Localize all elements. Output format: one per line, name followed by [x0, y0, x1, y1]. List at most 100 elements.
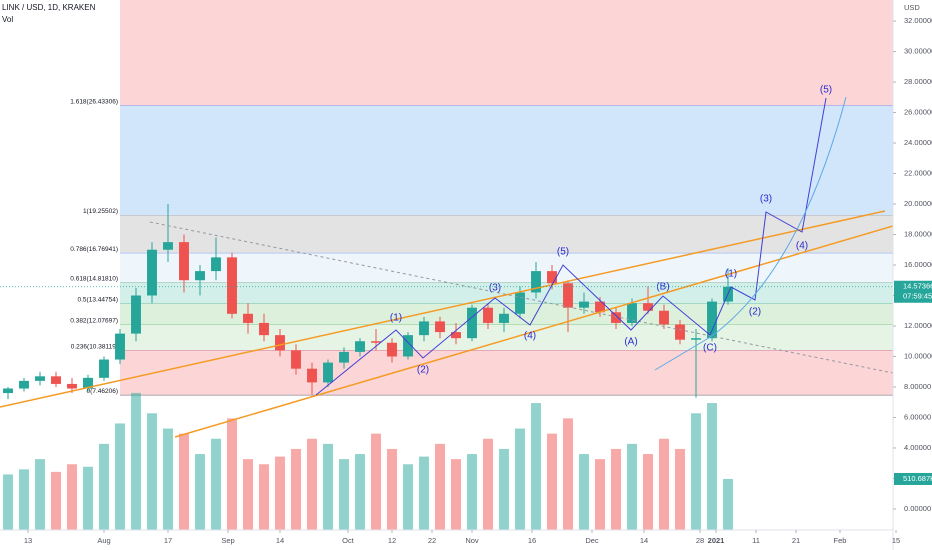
y-tick-label: 26.00000 [904, 108, 932, 117]
projection-curve [654, 96, 847, 371]
candle-body [3, 388, 13, 394]
y-tick-label: 30.00000 [904, 47, 932, 56]
candle-body [307, 368, 317, 383]
volume-bar [115, 423, 125, 530]
y-tick-label: 32.00000 [904, 16, 932, 25]
volume-bar [595, 459, 605, 530]
candle-body [707, 301, 717, 339]
volume-bar [291, 448, 301, 530]
candle-body [211, 257, 221, 272]
candle-body [419, 321, 429, 336]
volume-bar [35, 459, 45, 530]
candle-layer [3, 204, 733, 400]
candle-body [323, 362, 333, 383]
y-tick-label: 0.00000 [904, 504, 931, 513]
volume-bar [195, 454, 205, 530]
y-tick-label: 18.00000 [904, 229, 932, 238]
price-axis [893, 0, 932, 550]
candle-body [483, 307, 493, 323]
wave-label: (5) [557, 247, 569, 258]
x-tick-label: 22 [428, 536, 436, 545]
x-tick-label: 14 [640, 536, 648, 545]
x-tick-label: 2021 [708, 536, 725, 545]
candle-body [227, 257, 237, 314]
last-price: 14.57366 [903, 282, 932, 291]
volume-bar [499, 448, 509, 530]
axis-unit: USD [904, 3, 920, 12]
y-tick-label: 10.00000 [904, 351, 932, 360]
drawings [0, 96, 894, 438]
candle-body [611, 312, 621, 323]
candle-body [179, 242, 189, 281]
x-tick-label: 21 [792, 536, 800, 545]
fib-zone [120, 0, 893, 106]
candle-body [531, 271, 541, 293]
candle-body [195, 271, 205, 281]
volume-bar [611, 448, 621, 530]
candle-body [51, 376, 61, 384]
fib-label: 0.5(13.44754) [78, 297, 118, 304]
volume-bar [227, 418, 237, 530]
chart-title: LINK / USD, 1D, KRAKEN [2, 3, 96, 12]
volume-layer [3, 392, 733, 530]
candle-body [19, 380, 29, 389]
volume-title: Vol [2, 15, 13, 24]
fib-label: 0(7.46206) [87, 388, 118, 395]
wave-label: (2) [417, 365, 429, 376]
last-price-box [894, 280, 932, 303]
candle-body [467, 307, 477, 339]
volume-box [894, 472, 932, 485]
volume-bar [99, 443, 109, 530]
candle-body [131, 295, 141, 334]
x-tick-label: 13 [24, 536, 32, 545]
candle-body [163, 242, 173, 250]
candle-body [387, 342, 397, 357]
candle-body [99, 359, 109, 378]
x-tick-label: Oct [342, 536, 355, 545]
volume-bar [67, 464, 77, 530]
candle-body [579, 301, 589, 308]
x-tick-label: Feb [834, 536, 847, 545]
volume-bar [275, 456, 285, 530]
volume-bar [3, 474, 13, 530]
volume-bar [83, 466, 93, 530]
wave-label: (3) [489, 283, 501, 294]
fib-zone [120, 350, 893, 396]
fib-zone [120, 215, 893, 254]
volume-bar [643, 454, 653, 530]
candle-body [371, 341, 381, 343]
y-tick-label: 8.00000 [904, 382, 931, 391]
wave-label: (5) [820, 85, 832, 96]
volume-bar [323, 443, 333, 530]
volume-bar [131, 392, 141, 530]
x-tick-label: 15 [892, 536, 900, 545]
fib-label: 0.618(14.81810) [70, 276, 118, 283]
volume-bar [435, 443, 445, 530]
volume-bar [531, 403, 541, 530]
fib-zone [120, 324, 893, 351]
wave-path [315, 97, 827, 396]
x-tick-label: 17 [164, 536, 172, 545]
volume-bar [243, 459, 253, 530]
candle-body [115, 333, 125, 360]
time-axis [0, 530, 893, 550]
candle-body [83, 377, 93, 389]
candle-body [499, 313, 509, 323]
y-tick-label: 4.00000 [904, 443, 931, 452]
fib-zone [120, 283, 893, 304]
volume-bar [355, 454, 365, 530]
wave-label: (1) [725, 269, 737, 280]
candle-body [291, 350, 301, 369]
candle-body [355, 341, 365, 352]
wave-label: (A) [624, 337, 637, 348]
wave-label: (2) [749, 307, 761, 318]
fib-label: 1.618(26.43306) [70, 99, 118, 106]
candle-body [643, 303, 653, 311]
candle-body [675, 324, 685, 340]
volume-bar [675, 448, 685, 530]
volume-bar [707, 403, 717, 530]
candle-body [35, 376, 45, 381]
candle-body [515, 292, 525, 314]
volume-bar [579, 454, 589, 530]
